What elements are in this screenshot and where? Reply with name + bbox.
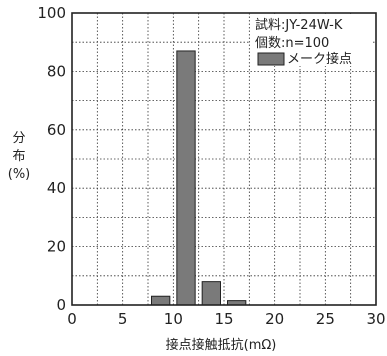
plot-frame	[71, 12, 377, 306]
x-tick-label: 30	[366, 310, 385, 328]
bar	[151, 295, 171, 306]
legend-swatch	[257, 52, 285, 66]
bars-group	[151, 50, 247, 306]
y-tick-label: 0	[56, 296, 66, 314]
x-tick-label: 20	[265, 310, 284, 328]
y-tick-label: 60	[47, 121, 66, 139]
x-tick-label: 15	[214, 310, 233, 328]
x-tick-labels: 0 5 10 15 20 25 30	[67, 310, 385, 328]
y-tick-labels: 0 20 40 60 80 100	[37, 4, 66, 314]
x-tick-label: 0	[67, 310, 77, 328]
y-tick-label: 80	[47, 62, 66, 80]
y-tick-label: 100	[37, 4, 66, 22]
y-axis-title-line-2: 布	[12, 149, 25, 164]
y-tick-label: 20	[47, 238, 66, 256]
x-tick-label: 10	[164, 310, 183, 328]
y-axis-title-line-3: (%)	[8, 167, 31, 182]
bar	[176, 50, 196, 306]
x-axis-title: 接点接触抵抗(mΩ)	[166, 337, 277, 353]
legend-label: メーク接点	[287, 51, 352, 67]
bar	[201, 281, 222, 306]
x-tick-label: 25	[316, 310, 335, 328]
y-axis-title-line-1: 分	[12, 131, 25, 146]
count-annotation: 個数:n=100	[255, 36, 329, 51]
x-tick-label: 5	[118, 310, 128, 328]
y-tick-label: 40	[47, 179, 66, 197]
grid-lines	[72, 13, 376, 305]
sample-annotation: 試料:JY-24W-K	[255, 17, 343, 33]
